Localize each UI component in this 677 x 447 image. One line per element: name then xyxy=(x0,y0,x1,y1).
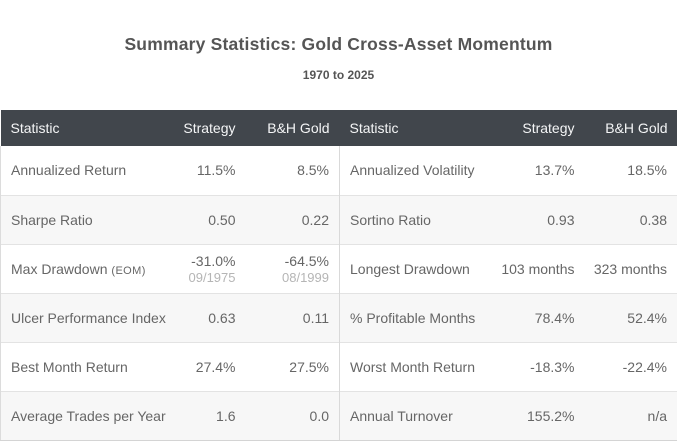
header-statistic-right: Statistic xyxy=(339,110,490,146)
statistic-label: Annualized Volatility xyxy=(339,146,490,195)
bh-gold-value: 0.11 xyxy=(245,292,340,342)
statistic-label: Max Drawdown (EOM) xyxy=(0,243,166,293)
header-statistic-left: Statistic xyxy=(0,110,166,146)
strategy-value: -18.3% xyxy=(489,341,585,391)
strategy-value: 1.6 xyxy=(165,390,246,441)
statistic-label: % Profitable Months xyxy=(339,292,490,342)
bh-gold-value: 0.22 xyxy=(245,194,340,244)
bh-gold-value: 323 months xyxy=(584,243,677,293)
bh-gold-value-date: 08/1999 xyxy=(282,269,329,285)
bh-gold-value: n/a xyxy=(584,390,677,441)
table-row: Average Trades per Year 1.6 0.0 Annual T… xyxy=(0,390,677,441)
bh-gold-value-main: -64.5% xyxy=(284,252,329,269)
strategy-value: 27.4% xyxy=(165,341,246,391)
page-title: Summary Statistics: Gold Cross-Asset Mom… xyxy=(124,34,553,54)
strategy-value: 11.5% xyxy=(196,162,236,179)
strategy-value: 13.7% xyxy=(534,162,575,179)
strategy-value-date: 09/1975 xyxy=(188,269,236,285)
table-row: Max Drawdown (EOM) -31.0% 09/1975 -64.5%… xyxy=(0,243,677,293)
statistic-label: Annual Turnover xyxy=(339,390,490,441)
header-strategy-right: Strategy xyxy=(489,110,585,146)
statistic-label: Longest Drawdown xyxy=(339,243,490,293)
strategy-value: 155.2% xyxy=(489,390,585,441)
bh-gold-value: 8.5% xyxy=(297,162,329,179)
bh-gold-value: -64.5% 08/1999 xyxy=(245,243,340,293)
strategy-value: -31.0% 09/1975 xyxy=(165,243,246,293)
header-bh-gold-right: B&H Gold xyxy=(584,110,677,146)
table-header-row: Statistic Strategy B&H Gold Statistic St… xyxy=(0,110,677,146)
table-row: Ulcer Performance Index 0.63 0.11 % Prof… xyxy=(0,292,677,342)
statistic-label: Best Month Return xyxy=(0,341,166,391)
strategy-value-main: -31.0% xyxy=(191,252,236,269)
summary-statistics-table: Statistic Strategy B&H Gold Statistic St… xyxy=(0,110,677,441)
statistic-label: Worst Month Return xyxy=(339,341,490,391)
bh-gold-value: -22.4% xyxy=(584,341,677,391)
strategy-value: 78.4% xyxy=(489,292,585,342)
title-block: Summary Statistics: Gold Cross-Asset Mom… xyxy=(0,0,677,82)
statistic-label: Ulcer Performance Index xyxy=(0,292,166,342)
bh-gold-value: 0.0 xyxy=(245,390,340,441)
bh-gold-value: 0.38 xyxy=(584,194,677,244)
statistic-label: Average Trades per Year xyxy=(0,390,166,441)
bh-gold-value: 52.4% xyxy=(584,292,677,342)
strategy-value: 0.63 xyxy=(165,292,246,342)
header-bh-gold-left: B&H Gold xyxy=(245,110,340,146)
table-row: Sharpe Ratio 0.50 0.22 Sortino Ratio 0.9… xyxy=(0,194,677,244)
strategy-value: 0.50 xyxy=(165,194,246,244)
statistic-label: Sortino Ratio xyxy=(339,194,490,244)
statistic-label: Sharpe Ratio xyxy=(0,194,166,244)
header-strategy-left: Strategy xyxy=(165,110,246,146)
strategy-value: 103 months xyxy=(489,243,585,293)
bh-gold-value: 27.5% xyxy=(245,341,340,391)
statistic-label: Annualized Return xyxy=(0,146,166,195)
page-subtitle: 1970 to 2025 xyxy=(302,68,375,82)
table-row: Best Month Return 27.4% 27.5% Worst Mont… xyxy=(0,341,677,391)
statistic-label-text: Max Drawdown xyxy=(11,260,108,277)
strategy-value: 0.93 xyxy=(489,194,585,244)
table-row: Annualized Return 11.5% 8.5% Annualized … xyxy=(0,146,677,195)
statistic-label-suffix: (EOM) xyxy=(111,264,146,277)
bh-gold-value: 18.5% xyxy=(584,146,677,195)
